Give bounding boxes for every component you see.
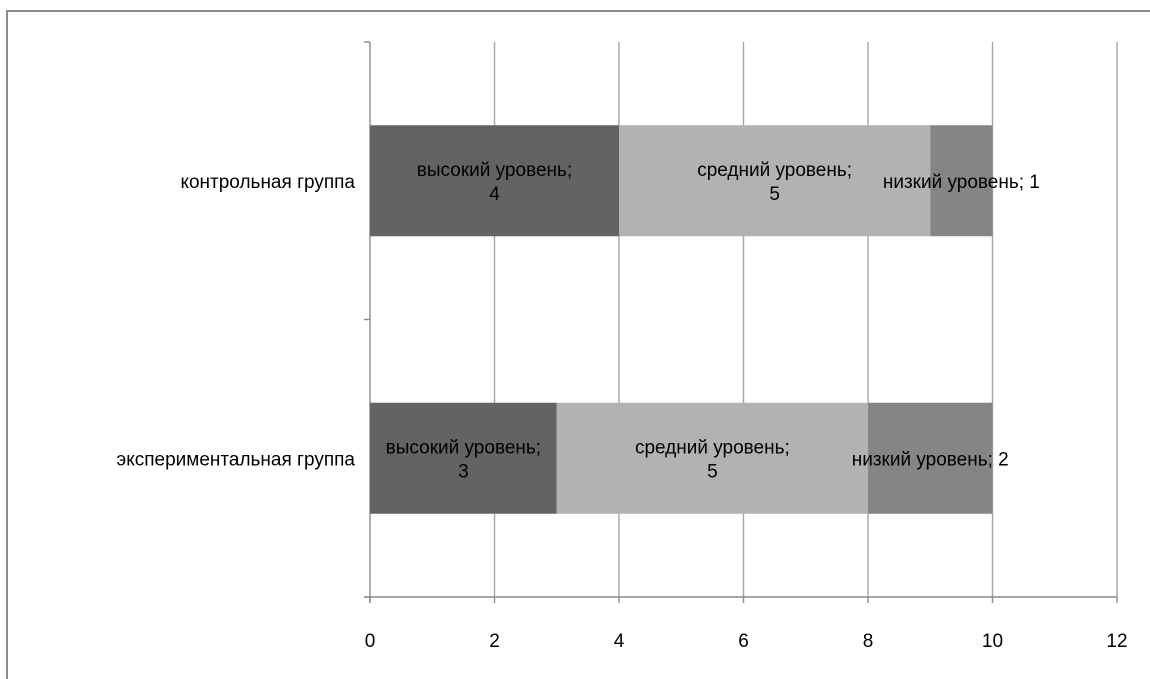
bar-segment-0-1 [619,125,931,237]
category-label-1: экспериментальная группа [117,449,356,470]
bar-segment-1-2 [868,402,993,514]
x-tick-label-3: 6 [738,631,749,652]
x-tick-label-0: 0 [365,631,376,652]
x-tick-label-1: 2 [489,631,500,652]
data-label-0-2: низкий уровень; 1 [883,172,1040,193]
category-label-0: контрольная группа [180,172,355,193]
bar-segment-0-2 [930,125,993,237]
bar-segment-1-1 [556,402,868,514]
data-label-1-0: высокий уровень; 3 [386,437,541,482]
x-tick-label-4: 8 [863,631,874,652]
data-label-1-2: низкий уровень; 2 [852,449,1009,470]
bar-segment-1-0 [370,402,557,514]
bar-segment-0-0 [370,125,619,237]
x-tick-label-2: 4 [614,631,625,652]
data-label-0-1: средний уровень; 5 [697,160,852,205]
data-label-1-1: средний уровень; 5 [635,437,790,482]
data-label-0-0: высокий уровень; 4 [417,160,572,205]
chart-frame [6,10,1150,679]
x-tick-label-6: 12 [1106,631,1127,652]
x-tick-label-5: 10 [982,631,1003,652]
